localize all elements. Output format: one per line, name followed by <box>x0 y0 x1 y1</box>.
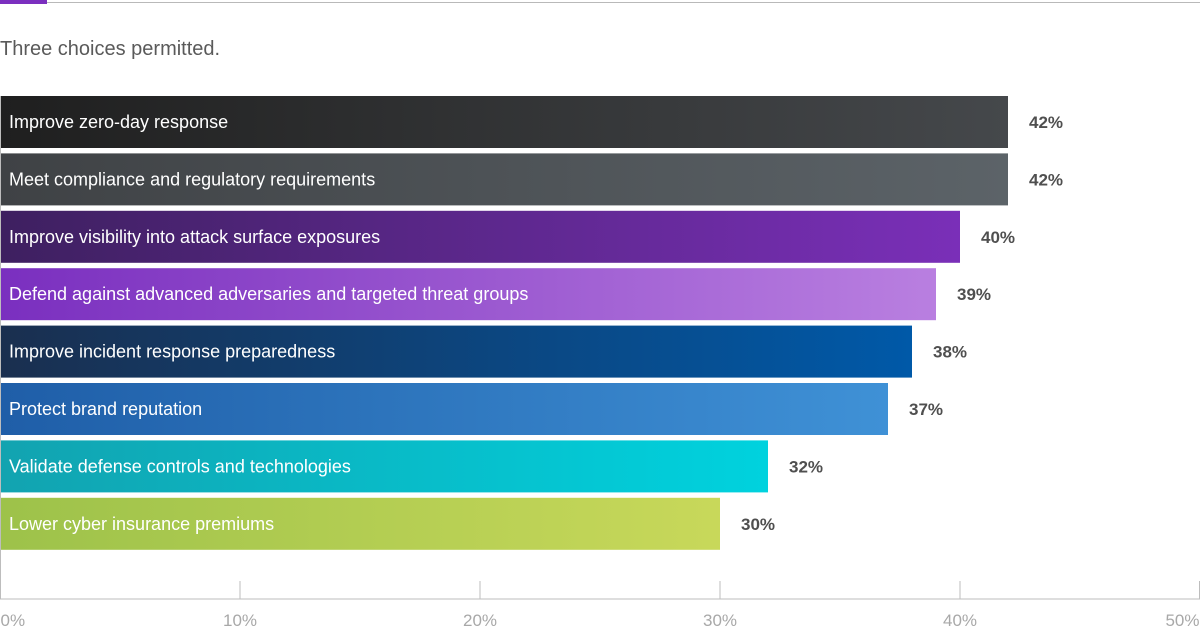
bar-category-label: Validate defense controls and technologi… <box>9 456 351 476</box>
bar-category-label: Meet compliance and regulatory requireme… <box>9 169 375 189</box>
bar-value-label: 30% <box>741 515 775 534</box>
bar <box>0 96 1008 148</box>
chart-subtitle: Three choices permitted. <box>0 38 221 60</box>
x-tick-label: 40% <box>943 611 977 630</box>
bar-category-label: Improve zero-day response <box>9 112 228 132</box>
bar <box>0 210 960 263</box>
bar <box>0 153 1008 206</box>
bar-category-label: Protect brand reputation <box>9 399 202 419</box>
bar <box>0 268 936 321</box>
x-axis: 0% 10% 20% 30% 40% 50% <box>0 96 1200 630</box>
x-tick-label: 10% <box>223 611 257 630</box>
bars-layer: Improve zero-day response 42% Meet complia… <box>0 96 1063 550</box>
bar <box>0 325 912 378</box>
bar-value-label: 40% <box>981 228 1015 247</box>
bar <box>0 440 768 493</box>
x-tick-label: 0% <box>1 611 26 630</box>
bar-value-label: 39% <box>957 285 991 304</box>
x-tick-label: 30% <box>703 611 737 630</box>
x-tick-label: 20% <box>463 611 497 630</box>
bar-category-label: Defend against advanced adversaries and … <box>9 284 528 304</box>
top-rule <box>0 2 1200 3</box>
bar-value-label: 32% <box>789 457 823 476</box>
top-accent-bar <box>0 0 47 4</box>
bar-value-label: 42% <box>1029 113 1063 132</box>
x-tick-label: 50% <box>1165 611 1199 630</box>
bar-category-label: Improve visibility into attack surface e… <box>9 227 380 247</box>
bar <box>0 497 720 550</box>
bar <box>0 383 888 435</box>
bar-value-label: 38% <box>933 343 967 362</box>
bar-value-label: 37% <box>909 400 943 419</box>
bar-category-label: Improve incident response preparedness <box>9 342 335 362</box>
bar-category-label: Lower cyber insurance premiums <box>9 514 274 534</box>
bar-value-label: 42% <box>1029 170 1063 189</box>
